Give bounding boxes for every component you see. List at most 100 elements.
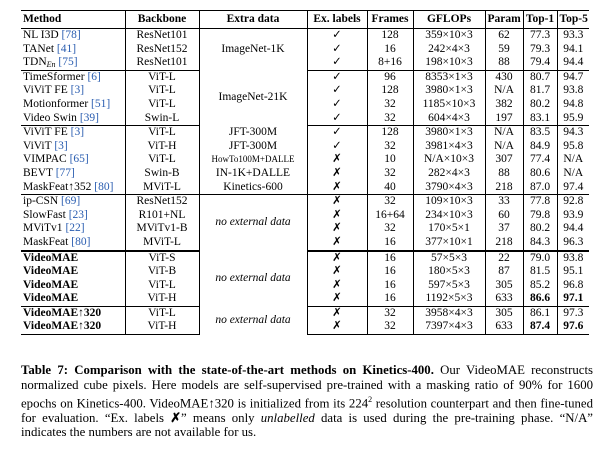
cell-method: VIMPAC [65] — [21, 153, 125, 167]
cell-method: NL I3D [78] — [21, 29, 125, 43]
cell-method: ViViT FE [3] — [21, 84, 125, 98]
cell-top5: 97.4 — [556, 180, 589, 196]
cell-top1: 80.7 — [522, 70, 557, 85]
cell-ex-labels: ✓ — [306, 70, 367, 85]
cell-gflops: 8353×1×3 — [412, 70, 485, 85]
cell-method: VideoMAE↑320 — [21, 320, 125, 336]
cell-ex-labels: ✓ — [306, 125, 367, 140]
cell-backbone: ViT-H — [124, 320, 199, 336]
method-name: Motionformer — [23, 97, 89, 110]
cell-top5: 94.3 — [556, 125, 589, 140]
cell-ex-labels: ✗ — [306, 292, 367, 307]
cell-backbone: ResNet101 — [124, 56, 199, 71]
citation-link[interactable]: [41] — [56, 42, 77, 55]
citation-link[interactable]: [69] — [61, 195, 81, 208]
cell-backbone: ResNet152 — [124, 42, 199, 57]
table-row: VideoMAE ViT-H ✗ 16 1192×5×3 633 86.6 97.1 — [21, 292, 589, 307]
cell-gflops: N/A×10×3 — [412, 153, 485, 167]
cell-backbone: R101+NL — [124, 208, 199, 223]
cell-method: TANet [41] — [21, 43, 125, 57]
citation-link[interactable]: [51] — [91, 97, 111, 110]
citation-link[interactable]: [3] — [70, 84, 85, 97]
method-name: NL I3D — [23, 29, 59, 41]
table-row: TANet [41] ResNet152 ✓ 16 242×4×3 59 79.3 94.1 — [21, 42, 589, 57]
citation-link[interactable]: [3] — [70, 126, 85, 139]
cell-frames: 128 — [366, 28, 413, 43]
citation-link[interactable]: [22] — [65, 222, 85, 235]
table-row: TimeSformer [6] ViT-L ImageNet-21K ✓ 96 8353×… — [21, 70, 589, 126]
cell-ex-labels: ✓ — [306, 84, 367, 98]
cell-ex-labels: ✓ — [306, 56, 367, 71]
citation-link[interactable]: [78] — [61, 29, 81, 41]
cell-extra-data: JFT-300M — [198, 139, 307, 154]
cell-backbone: MViT-L — [124, 235, 199, 252]
cell-top5: 97.6 — [556, 320, 589, 336]
citation-link[interactable]: [39] — [79, 111, 99, 124]
header-method: Method — [21, 10, 125, 29]
cell-top5: N/A — [556, 166, 589, 181]
cell-frames: 16 — [366, 278, 413, 293]
citation-link[interactable]: [6] — [87, 70, 101, 83]
cell-top5: 93.9 — [556, 208, 589, 223]
cell-top1: 83.1 — [522, 111, 557, 127]
cell-extra-data: no external data — [198, 250, 307, 307]
cell-frames: 16 — [366, 250, 413, 266]
cell-ex-labels: ✓ — [306, 139, 367, 154]
citation-link[interactable]: [23] — [68, 208, 88, 221]
cell-top1: 79.0 — [522, 250, 557, 266]
cell-gflops: 1185×10×3 — [412, 97, 485, 112]
citation-link[interactable]: [65] — [69, 153, 89, 166]
header-param: Param — [484, 10, 523, 29]
citation-link[interactable]: [75] — [58, 56, 78, 69]
cell-gflops: 3958×4×3 — [412, 306, 485, 321]
cell-frames: 16 — [366, 42, 413, 57]
caption-unlabelled: unlabelled — [260, 410, 315, 425]
cell-method: SlowFast [23] — [21, 209, 125, 223]
citation-link[interactable]: [80] — [94, 180, 114, 193]
cell-ex-labels: ✗ — [306, 166, 367, 181]
cell-top5: 94.7 — [556, 70, 589, 85]
header-gflops: GFLOPs — [412, 10, 485, 29]
citation-link[interactable]: [3] — [54, 139, 68, 152]
cell-top1: 79.8 — [522, 208, 557, 223]
caption-text-4: data is used during the pre-training pha… — [21, 410, 593, 440]
table-row: SlowFast [23] R101+NL ✗ 16+64 234×10×3 60 79.8… — [21, 208, 589, 223]
caption-superscript: 2 — [368, 394, 373, 404]
cell-top5: 95.8 — [556, 139, 589, 154]
cell-frames: 32 — [366, 111, 413, 127]
cell-param: 60 — [484, 208, 523, 223]
cell-param: 87 — [484, 265, 523, 279]
cell-method: Motionformer [51] — [21, 98, 125, 112]
citation-link[interactable]: [80] — [71, 235, 91, 248]
cell-gflops: 170×5×1 — [412, 222, 485, 236]
citation-link[interactable]: [77] — [55, 166, 75, 179]
table-row: MaskFeat [80] MViT-L ✗ 16 377×10×1 218 84.3 96.… — [21, 235, 589, 252]
cell-extra-data: HowTo100M+DALLE — [198, 153, 307, 167]
cell-param: 37 — [484, 222, 523, 236]
cell-top5: 93.3 — [556, 28, 589, 43]
cell-backbone: ResNet101 — [124, 28, 199, 43]
cell-method: VideoMAE — [21, 265, 125, 279]
cell-method: TDNEn [75] — [21, 56, 125, 71]
caption-text-2: resolution counterpart and then fine-tun… — [21, 395, 593, 425]
cell-frames: 32 — [366, 139, 413, 154]
cell-backbone: ViT-L — [124, 70, 199, 85]
method-name: VideoMAE — [23, 278, 79, 291]
cell-extra-data: JFT-300M — [198, 125, 307, 140]
cell-param: 382 — [484, 97, 523, 112]
cell-gflops: 377×10×1 — [412, 235, 485, 252]
method-name: VideoMAE — [23, 292, 79, 305]
method-name: MaskFeat↑352 — [23, 180, 92, 193]
method-name: VIMPAC — [23, 153, 67, 166]
cell-top5: 97.3 — [556, 306, 589, 321]
table-row: VIMPAC [65] ViT-L HowTo100M+DALLE ✗ 10 N/A×10… — [21, 153, 589, 167]
cell-frames: 16+64 — [366, 208, 413, 223]
header-top1: Top-1 — [522, 10, 557, 29]
cell-ex-labels: ✓ — [306, 42, 367, 57]
cell-param: 88 — [484, 166, 523, 181]
cell-param: 307 — [484, 153, 523, 167]
cell-frames: 32 — [366, 222, 413, 236]
cell-backbone: ViT-L — [124, 306, 199, 321]
cell-method: MViTv1 [22] — [21, 222, 125, 236]
method-name: ip-CSN — [23, 195, 59, 208]
